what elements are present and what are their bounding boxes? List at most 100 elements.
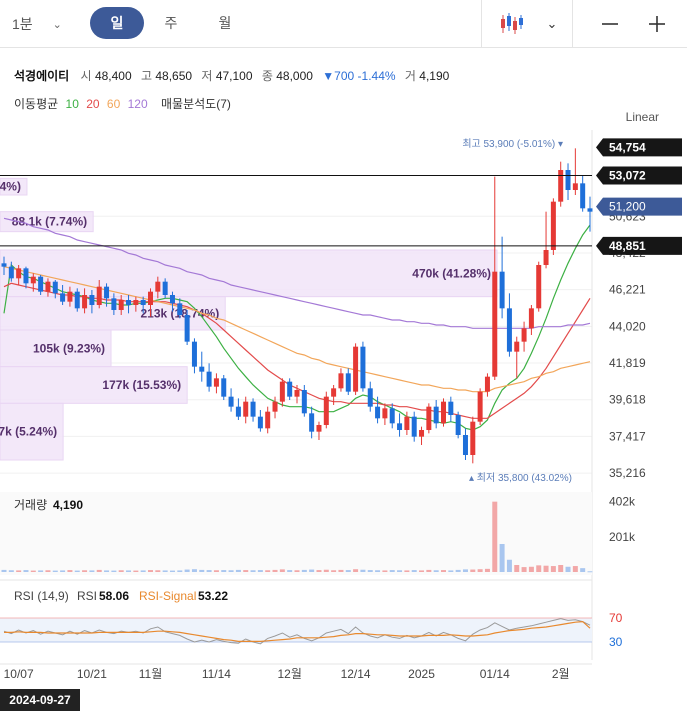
candle-body [184, 315, 190, 342]
ma-label[interactable]: 이동평균 [14, 97, 59, 111]
volume-bar [470, 569, 476, 572]
volume-bar [316, 570, 322, 572]
x-tick-label: 10/07 [4, 667, 34, 681]
chart-type-chevron-down-icon[interactable]: ⌄ [546, 16, 558, 31]
candle-body [506, 308, 512, 352]
candlestick-icon[interactable] [498, 10, 526, 38]
volume-bar [426, 569, 432, 572]
candle-body [419, 430, 425, 437]
price-chart[interactable]: 25.5k (2.24%) 88.1k (7.74%) 470k (41.28%) 2… [0, 130, 687, 689]
tab-day[interactable]: 일 [90, 7, 144, 39]
rsi-panel-label: RSI (14,9) [14, 589, 69, 603]
rsi-label: RSI [77, 589, 97, 603]
x-tick-label: 12/14 [341, 667, 371, 681]
volume-bar [521, 567, 527, 572]
volume-bar [279, 569, 285, 572]
volume-bar [455, 569, 461, 572]
high-annotation: 최고 53,900 (-5.01%) ▾ [462, 138, 563, 150]
volume-profile-label: 470k (41.28%) [412, 266, 491, 280]
candle-body [243, 401, 249, 417]
indicator-legend: 이동평균 10 20 60 120 매물분석도(7) [14, 95, 235, 112]
volume-profile-bar [0, 366, 188, 404]
volume-profile-bar [0, 211, 94, 233]
candle-body [558, 170, 564, 202]
volume-bar [382, 570, 388, 572]
candle-body [111, 298, 117, 310]
volume-bar [67, 570, 73, 572]
candle-body [52, 281, 58, 294]
candle-body [338, 373, 344, 389]
volume-bar [140, 570, 146, 572]
close-label: 종 [261, 69, 273, 83]
candle-body [235, 406, 241, 417]
volume-profile-label[interactable]: 매물분석도(7) [161, 97, 231, 111]
candle-body [441, 401, 446, 424]
y-tick-label: 41,819 [609, 356, 646, 370]
candle-body [162, 281, 168, 295]
volume-bar [23, 570, 29, 572]
candle-body [367, 388, 373, 407]
candle-body [572, 183, 578, 190]
chevron-down-icon: ⌄ [52, 18, 62, 31]
volume-bar [126, 570, 132, 572]
candle-body [331, 388, 337, 397]
volume-bar [162, 570, 168, 572]
volume-profile-bar [0, 402, 64, 461]
volume-bar [433, 570, 439, 572]
volume-bar [228, 570, 234, 572]
volume-bar [419, 570, 425, 572]
volume-profile-label: 25.5k (2.24%) [0, 180, 21, 194]
candle-body [272, 401, 278, 412]
candle-body [587, 208, 593, 212]
volume-bar [148, 570, 153, 572]
candle-body [323, 396, 329, 425]
volume-bar [74, 570, 80, 572]
rsi-line [3, 618, 591, 645]
plus-icon[interactable] [643, 10, 671, 38]
tab-month[interactable]: 월 [218, 15, 232, 31]
candle-body [30, 276, 36, 284]
volume-bar [462, 569, 468, 572]
volume-bar [191, 569, 197, 572]
volume-bar [38, 570, 44, 572]
volume-bar [213, 570, 219, 572]
candle-body [82, 295, 88, 309]
candle-body [404, 416, 410, 430]
scale-select[interactable]: Linear [625, 110, 659, 124]
candle-body [16, 268, 22, 279]
candle-body [250, 401, 256, 417]
volume-bar [528, 566, 534, 572]
candle-body [382, 408, 388, 419]
candle-body [294, 390, 300, 397]
volume-bar [375, 570, 381, 572]
candle-body [411, 416, 417, 437]
volume-profile-label: 88.1k (7.74%) [12, 215, 87, 229]
candle-body [1, 263, 7, 267]
rsi-level-30-label: 30 [609, 635, 623, 649]
candle-body [492, 271, 498, 377]
y-tick-label: 44,020 [609, 319, 646, 333]
volume-bar [492, 501, 498, 572]
volume-bar [514, 565, 520, 572]
high-value: 48,650 [155, 69, 193, 83]
candle-body [89, 295, 95, 305]
change-value: ▼700 -1.44% [322, 69, 396, 83]
tab-week[interactable]: 주 [164, 15, 178, 31]
volume-bar [543, 565, 549, 572]
candle-body [265, 411, 271, 429]
candle-body [536, 265, 542, 309]
candle-body [140, 300, 146, 305]
volume-bar [558, 565, 564, 572]
minus-icon[interactable] [596, 10, 624, 38]
interval-select[interactable]: 1분 ⌄ [12, 10, 62, 38]
volume-bar [565, 566, 571, 572]
y-tick-label: 35,216 [609, 466, 646, 480]
volume-panel-label: 거래량 [14, 498, 47, 512]
candle-body [279, 381, 285, 402]
volume-bar [367, 570, 373, 572]
volume-bar [206, 570, 212, 572]
chart-toolbar: 1분 ⌄ 일 주 월 ⌄ [0, 0, 687, 48]
volume-bar [404, 570, 410, 572]
candle-body [133, 300, 139, 305]
low-label: 저 [201, 69, 213, 83]
